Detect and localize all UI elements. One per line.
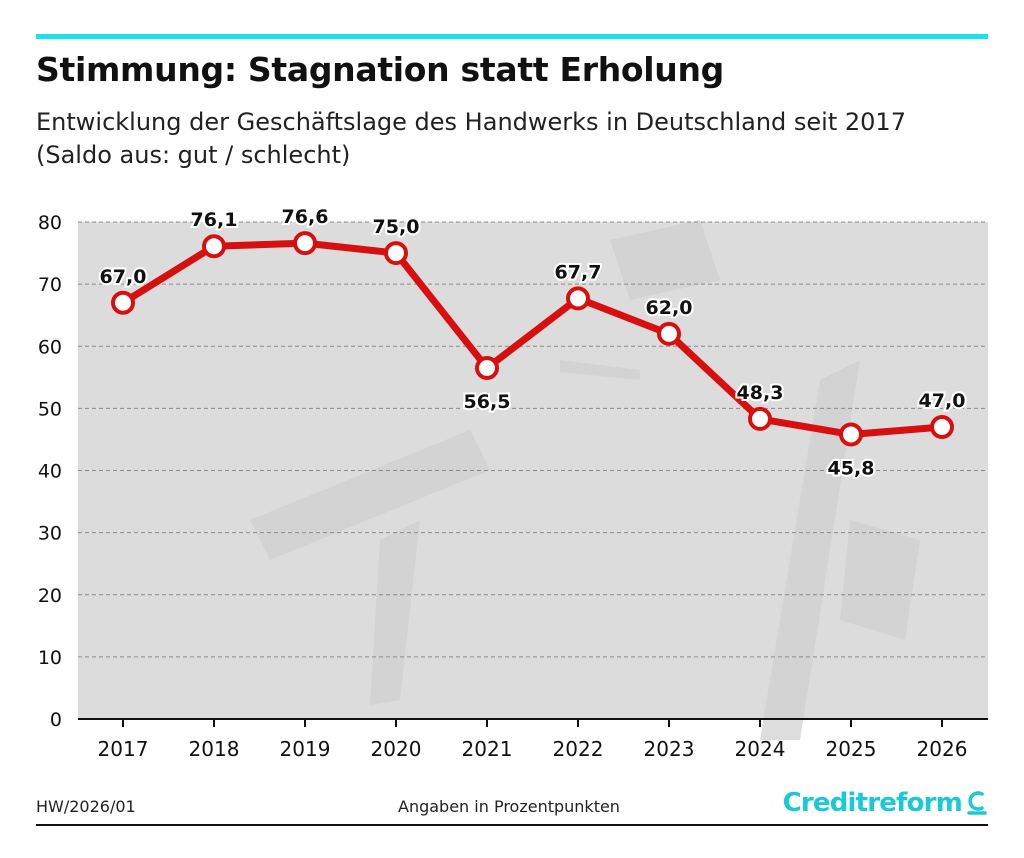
creditreform-logo: Creditreform	[783, 788, 988, 818]
data-point	[657, 321, 681, 346]
y-tick-label: 80	[38, 212, 62, 234]
x-tick-label: 2019	[280, 737, 331, 761]
background-tool-shape	[760, 360, 860, 740]
data-point	[111, 290, 135, 315]
x-tick-label: 2021	[462, 737, 513, 761]
data-point	[202, 234, 226, 259]
data-point	[748, 406, 772, 431]
background-tool-shape	[560, 360, 640, 380]
x-tick-label: 2020	[371, 737, 422, 761]
data-point	[566, 286, 590, 311]
chart-subtitle: Entwicklung der Geschäftslage des Handwe…	[36, 106, 996, 172]
top-accent-rule	[36, 34, 988, 39]
y-tick-label: 20	[38, 585, 62, 607]
logo-text: Creditreform	[782, 788, 963, 818]
y-tick-label: 60	[38, 336, 62, 358]
data-label: 47,0	[919, 390, 966, 412]
data-point	[930, 415, 954, 440]
x-tick-label: 2026	[917, 737, 968, 761]
y-tick-label: 50	[38, 398, 62, 420]
logo-mark-icon	[967, 791, 987, 815]
y-tick-label: 40	[38, 461, 62, 483]
x-tick-label: 2017	[98, 737, 149, 761]
bottom-rule	[36, 824, 988, 826]
chart-title: Stimmung: Stagnation statt Erholung	[36, 50, 724, 89]
x-tick-label: 2023	[644, 737, 695, 761]
data-label: 45,8	[828, 457, 875, 479]
x-tick-label: 2025	[826, 737, 877, 761]
background-tool-shape	[250, 430, 490, 560]
y-tick-label: 10	[38, 647, 62, 669]
background-tool-shape	[370, 520, 420, 705]
background-tool-shape	[610, 220, 720, 300]
data-label: 67,7	[555, 261, 602, 283]
data-point	[384, 241, 408, 266]
footer-code: HW/2026/01	[36, 797, 136, 816]
y-tick-label: 70	[38, 274, 62, 296]
data-label: 67,0	[100, 266, 147, 288]
data-label: 56,5	[464, 391, 511, 413]
footer-note: Angaben in Prozentpunkten	[398, 797, 620, 816]
y-tick-label: 0	[50, 709, 62, 731]
series-line	[119, 239, 946, 438]
y-tick-label: 30	[38, 523, 62, 545]
x-tick-label: 2022	[553, 737, 604, 761]
data-label: 76,6	[282, 206, 329, 228]
subtitle-line-1: Entwicklung der Geschäftslage des Handwe…	[36, 108, 906, 136]
data-label: 62,0	[646, 297, 693, 319]
data-label: 76,1	[191, 209, 238, 231]
data-point	[475, 355, 499, 380]
x-tick-label: 2018	[189, 737, 240, 761]
data-label: 75,0	[373, 216, 420, 238]
x-tick-label: 2024	[735, 737, 786, 761]
subtitle-line-2: (Saldo aus: gut / schlecht)	[36, 141, 351, 169]
data-point	[293, 231, 317, 256]
background-tool-shape	[840, 520, 920, 640]
data-label: 48,3	[737, 382, 784, 404]
data-point	[839, 422, 863, 447]
